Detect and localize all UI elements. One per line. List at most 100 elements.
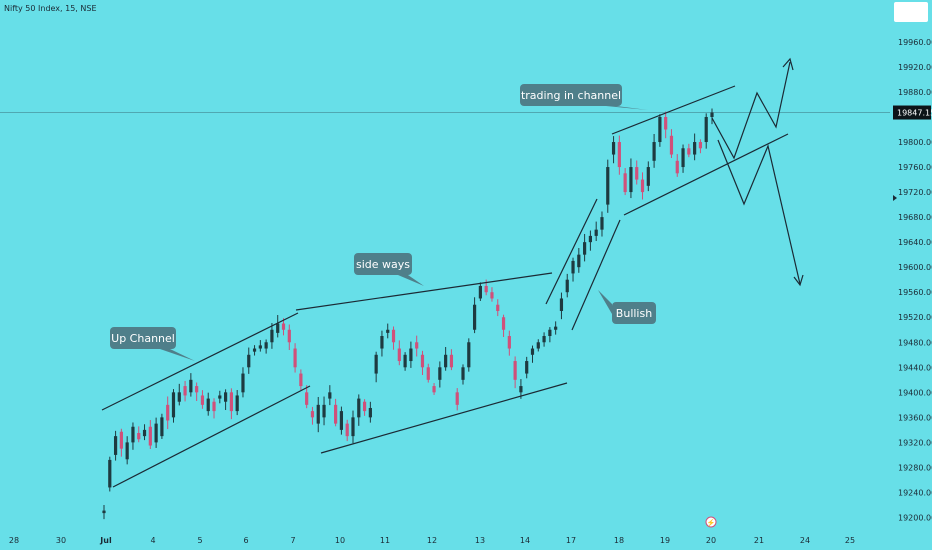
y-tick-label: 19440.00 xyxy=(898,363,932,372)
x-tick-label: 19 xyxy=(660,536,670,545)
candle-body xyxy=(264,342,268,349)
y-tick-label: 19760.00 xyxy=(898,163,932,172)
candle-body xyxy=(380,336,384,349)
callout-tail xyxy=(598,290,612,314)
candle-body xyxy=(438,367,442,380)
candle-body xyxy=(160,417,164,437)
candle-body xyxy=(501,317,506,330)
candle-body xyxy=(391,329,396,343)
candle-body xyxy=(484,285,488,293)
event-marker-glyph: ⚡ xyxy=(707,518,716,527)
candle-body xyxy=(646,167,650,186)
candle-body xyxy=(565,279,569,293)
candle-body xyxy=(142,429,147,437)
candle-body xyxy=(687,148,691,155)
candle-body xyxy=(102,510,106,514)
candle-body xyxy=(397,348,401,362)
candle-body xyxy=(351,417,355,437)
candle-body xyxy=(496,304,500,311)
projection-up-path xyxy=(711,61,791,160)
x-tick-label: 25 xyxy=(845,536,855,545)
candle-body xyxy=(409,348,413,362)
candle-body xyxy=(519,386,523,393)
x-tick-label: Jul xyxy=(99,536,112,545)
candle-body xyxy=(461,367,465,380)
candle-body xyxy=(125,442,129,460)
y-tick-label: 19680.00 xyxy=(898,213,932,222)
trend-line xyxy=(112,385,311,488)
candle-body xyxy=(617,142,621,168)
candle-body xyxy=(444,354,448,368)
callout-box xyxy=(354,253,412,275)
x-tick-label: 10 xyxy=(335,536,345,545)
candle-body xyxy=(594,229,598,236)
x-tick-label: 11 xyxy=(380,536,390,545)
x-tick-label: 12 xyxy=(427,536,437,545)
candle-body xyxy=(357,398,361,418)
candle-body xyxy=(247,354,251,368)
trend-line xyxy=(571,219,621,331)
candle-body xyxy=(305,392,309,405)
candle-body xyxy=(189,379,193,393)
candle-body xyxy=(490,292,494,299)
candle-body xyxy=(252,348,257,352)
candle-body xyxy=(455,392,459,405)
candle-body xyxy=(281,323,286,330)
candle-body xyxy=(386,329,390,333)
candle-body xyxy=(276,323,280,333)
candle-body xyxy=(664,116,668,130)
candle-body xyxy=(362,401,367,412)
candle-body xyxy=(131,426,135,443)
callout-tail xyxy=(606,106,648,110)
candle-body xyxy=(513,361,517,380)
candle-body xyxy=(606,167,610,205)
candle-body xyxy=(177,392,181,402)
callout-box xyxy=(110,327,176,349)
trend-line xyxy=(295,272,553,311)
toolbar-box[interactable] xyxy=(894,2,928,22)
candle-body xyxy=(200,395,205,405)
candle-body xyxy=(629,167,633,193)
candle-body xyxy=(218,395,222,399)
y-tick-label: 19640.00 xyxy=(898,238,932,247)
x-tick-label: 18 xyxy=(614,536,624,545)
y-tick-label: 19720.00 xyxy=(898,188,932,197)
candle-body xyxy=(530,348,535,355)
y-tick-label: 19200.00 xyxy=(898,513,932,522)
candle-body xyxy=(183,386,187,396)
x-tick-label: 21 xyxy=(754,536,764,545)
candle-body xyxy=(426,367,430,380)
candle-body xyxy=(554,326,558,330)
y-tick-label: 19480.00 xyxy=(898,338,932,347)
candle-body xyxy=(328,392,332,399)
candle-body xyxy=(287,329,291,343)
y-tick-label: 19920.00 xyxy=(898,63,932,72)
candle-body xyxy=(258,345,262,349)
candle-body xyxy=(577,254,581,268)
candle-body xyxy=(640,179,645,193)
candle-body xyxy=(108,459,112,488)
x-tick-label: 13 xyxy=(475,536,485,545)
x-tick-label: 28 xyxy=(9,536,19,545)
candle-body xyxy=(698,142,703,149)
candle-body xyxy=(195,386,199,393)
candle-body xyxy=(588,235,592,243)
x-tick-label: 4 xyxy=(150,536,155,545)
candle-body xyxy=(600,217,604,230)
chart-title: Nifty 50 Index, 15, NSE xyxy=(4,4,97,13)
trend-line xyxy=(545,198,598,305)
candle-body xyxy=(675,160,679,174)
candle-body xyxy=(449,354,454,368)
candle-body xyxy=(212,401,216,412)
candle-body xyxy=(420,354,425,368)
candle-body xyxy=(293,348,297,368)
candle-body xyxy=(704,116,708,143)
candle-body xyxy=(224,392,228,402)
candle-body xyxy=(235,395,239,412)
candle-body xyxy=(571,260,575,274)
candle-body xyxy=(635,167,639,180)
candle-body xyxy=(270,329,274,343)
trend-line xyxy=(320,382,568,454)
